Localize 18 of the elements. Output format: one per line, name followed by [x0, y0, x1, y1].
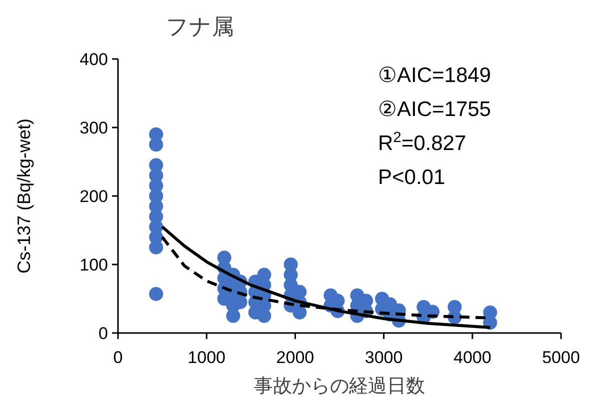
x-tick-label: 1000 [188, 348, 226, 367]
annotation: P<0.01 [378, 166, 446, 189]
x-tick-label: 2000 [276, 348, 314, 367]
y-tick-label: 400 [80, 50, 108, 69]
y-tick-label: 100 [80, 256, 108, 274]
annotation: R$^{2}$=0.827 [378, 130, 466, 155]
x-tick-label: 3000 [364, 348, 403, 367]
annotation: ②AIC=1755 [378, 98, 491, 121]
x-axis-title: 事故からの経過日数 [254, 376, 425, 397]
x-tick-label: 4000 [453, 348, 492, 367]
y-tick-label: 300 [80, 118, 108, 138]
x-tick-label: 5000 [542, 348, 580, 367]
chart-title: フナ属 [166, 14, 234, 39]
y-axis-title: Cs-137 (Bq/kg-wet) [14, 118, 34, 274]
y-tick-label: 0 [98, 324, 108, 343]
y-tick-label: 200 [80, 187, 108, 206]
x-tick-label: 0 [113, 348, 123, 367]
annotation: ①AIC=1849 [378, 64, 491, 87]
